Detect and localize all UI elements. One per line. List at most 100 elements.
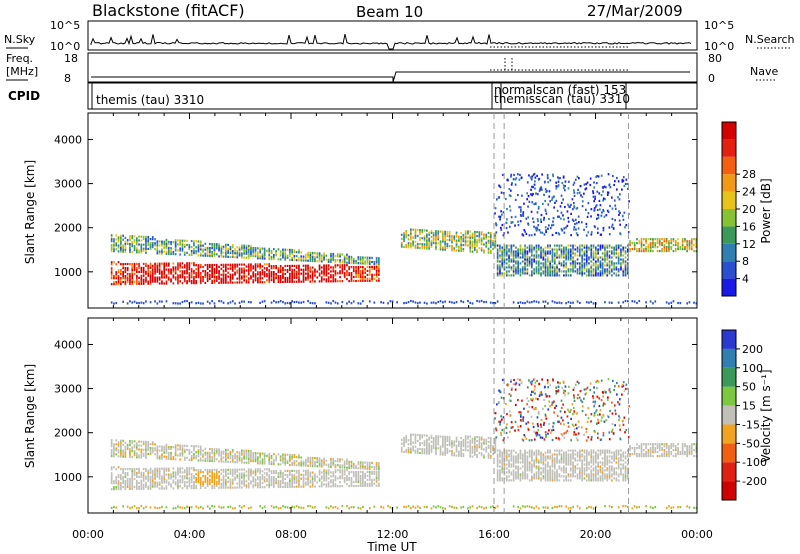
power-cell [412, 240, 414, 243]
velocity-cell [309, 456, 312, 459]
velocity-cell [410, 441, 412, 444]
power-cell [254, 253, 257, 256]
velocity-cell [202, 455, 204, 458]
power-cell [608, 262, 611, 265]
power-cell [474, 236, 476, 239]
power-cell [110, 283, 113, 286]
power-cell [350, 257, 353, 260]
velocity-cell [227, 480, 229, 483]
power-cell [179, 249, 181, 252]
power-cell [597, 175, 600, 178]
power-cell [588, 270, 590, 273]
velocity-cell [343, 481, 346, 484]
power-cell [154, 242, 156, 245]
velocity-cell [355, 480, 357, 484]
power-cell [624, 226, 626, 229]
power-cell [588, 262, 590, 265]
colorbar-swatch [722, 139, 736, 157]
power-cell [131, 235, 134, 238]
velocity-cell [154, 447, 156, 450]
power-cell [378, 265, 380, 268]
velocity-cell [142, 440, 145, 443]
velocity-cell [250, 451, 252, 455]
power-cell [573, 226, 576, 229]
power-cell [590, 254, 593, 257]
power-cell [547, 244, 549, 247]
power-cell [204, 254, 207, 257]
power-cell [366, 279, 369, 282]
velocity-cell [426, 446, 428, 449]
power-cell [355, 275, 357, 279]
power-cell [122, 275, 124, 278]
power-cell [535, 244, 538, 247]
velocity-cell [133, 446, 136, 449]
velocity-cell [188, 452, 191, 456]
velocity-cell [215, 470, 218, 473]
power-cell [647, 246, 650, 249]
velocity-cell [332, 483, 335, 486]
power-cell [509, 194, 512, 197]
power-cell [213, 251, 216, 254]
velocity-cell [220, 472, 223, 475]
power-cell [202, 248, 204, 251]
power-cell [508, 260, 510, 263]
power-cell [167, 268, 170, 271]
power-cell [569, 274, 572, 277]
power-cell [557, 185, 559, 188]
velocity-cell [348, 507, 350, 510]
power-cell [579, 252, 581, 255]
power-cell [145, 251, 147, 254]
velocity-cell [270, 462, 273, 466]
power-cell [508, 270, 510, 273]
velocity-cell [257, 458, 259, 461]
power-cell [437, 234, 440, 237]
velocity-cell [316, 457, 319, 460]
power-cell [163, 244, 166, 247]
power-cell [626, 182, 629, 185]
power-cell [572, 248, 574, 251]
power-cell [534, 180, 536, 183]
power-cell [122, 280, 124, 284]
power-cell [599, 256, 602, 259]
velocity-cell [309, 481, 312, 484]
velocity-cell [183, 448, 186, 451]
power-cell [654, 238, 657, 241]
power-cell [444, 240, 446, 243]
power-cell [215, 271, 218, 274]
power-cell [252, 255, 255, 258]
power-cell [167, 252, 170, 255]
power-cell [131, 278, 134, 281]
power-cell [293, 249, 296, 252]
power-cell [451, 247, 453, 250]
power-cell [343, 276, 346, 279]
velocity-cell [359, 467, 362, 470]
power-cell [583, 252, 586, 255]
power-cell [531, 258, 533, 261]
velocity-cell [129, 442, 131, 445]
velocity-cell [421, 436, 424, 439]
velocity-cell [206, 459, 209, 462]
power-cell [204, 281, 207, 284]
velocity-cell [206, 476, 209, 480]
power-cell [341, 253, 344, 256]
velocity-cell [352, 471, 355, 474]
power-cell [521, 260, 524, 263]
velocity-cell [206, 482, 209, 485]
velocity-cell [151, 477, 154, 480]
velocity-cell [419, 444, 421, 447]
power-cell [469, 301, 472, 304]
power-cell [120, 273, 122, 276]
power-cell [572, 266, 574, 269]
velocity-cell [181, 506, 184, 509]
power-cell [110, 240, 113, 243]
power-cell [551, 264, 554, 267]
power-cell [257, 263, 259, 266]
velocity-cell [366, 461, 369, 464]
power-cell [284, 248, 287, 251]
power-cell [640, 248, 643, 251]
power-cell [140, 268, 143, 271]
velocity-cell [206, 468, 209, 472]
power-cell [577, 188, 579, 191]
velocity-cell [261, 478, 264, 481]
power-cell [521, 250, 524, 253]
